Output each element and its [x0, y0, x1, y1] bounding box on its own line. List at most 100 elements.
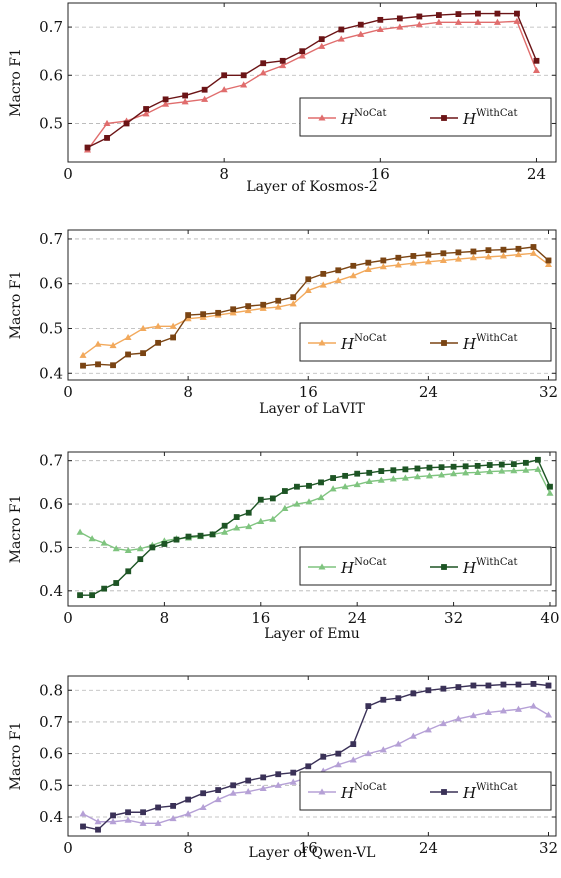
data-point: [293, 500, 301, 507]
data-point: [110, 812, 116, 819]
data-point: [350, 741, 357, 748]
data-point: [318, 42, 326, 49]
legend: HNoCat HWithCat: [299, 322, 552, 362]
x-axis-label: Layer of LaVIT: [259, 401, 365, 417]
series-withcat: [77, 456, 553, 599]
y-tick-label: 0.5: [39, 776, 63, 794]
data-point: [181, 98, 189, 105]
data-point: [318, 479, 324, 486]
data-point: [364, 265, 372, 272]
data-point: [170, 803, 177, 809]
chart-panel-4: 0.4 0.5 0.6 0.7 0.8 0 8 16 24 32 Layer of Qwen-VL M…: [8, 675, 558, 861]
data-point: [142, 110, 150, 117]
legend-superscript: NoCat: [354, 557, 386, 568]
data-point: [109, 341, 117, 349]
data-point: [319, 281, 327, 288]
data-point: [474, 468, 482, 475]
data-point: [245, 509, 252, 516]
data-point: [396, 15, 403, 22]
data-point: [320, 753, 327, 760]
data-point: [109, 818, 117, 825]
data-point: [185, 796, 192, 803]
x-tick-label: 0: [63, 609, 73, 627]
data-point: [462, 463, 469, 470]
legend-swatch-marker: [318, 339, 326, 346]
data-point: [402, 466, 409, 473]
data-point: [143, 106, 149, 112]
data-point: [201, 86, 208, 93]
data-point: [125, 351, 131, 358]
data-point: [485, 247, 492, 254]
legend-symbol: H: [340, 335, 355, 353]
data-point: [534, 465, 542, 472]
data-point: [113, 580, 120, 586]
data-point: [289, 778, 297, 785]
data-point: [154, 322, 162, 329]
data-point: [182, 92, 189, 99]
data-point: [214, 795, 222, 803]
data-point: [155, 804, 161, 811]
data-point: [535, 456, 541, 463]
data-point: [137, 556, 144, 563]
series-nocat: [76, 465, 554, 554]
data-point: [290, 294, 297, 301]
data-point: [123, 120, 130, 127]
x-tick-label: 16: [371, 165, 390, 183]
series-withcat: [80, 244, 552, 369]
data-point: [124, 816, 132, 823]
data-point: [515, 681, 522, 688]
data-point: [342, 472, 349, 479]
data-point: [410, 690, 417, 697]
data-point: [547, 483, 553, 490]
y-tick-label: 0.8: [39, 681, 63, 699]
data-point: [499, 707, 507, 714]
data-point: [299, 48, 306, 55]
data-point: [510, 461, 517, 468]
plot-frame: [67, 675, 557, 837]
data-point: [354, 470, 361, 477]
data-point: [350, 262, 357, 269]
data-point: [379, 263, 387, 270]
legend-entry-label: HWithCat: [462, 557, 518, 577]
data-point: [396, 23, 404, 30]
x-tick-label: 32: [444, 609, 463, 627]
data-point: [357, 30, 365, 37]
data-point: [294, 483, 300, 490]
data-point: [110, 362, 116, 369]
data-point: [469, 254, 477, 261]
data-point: [414, 465, 421, 472]
plot-frame: [67, 451, 557, 607]
data-point: [500, 246, 507, 253]
data-point: [80, 823, 86, 830]
data-point: [112, 545, 120, 552]
plot-frame: [67, 2, 557, 163]
data-point: [334, 276, 342, 284]
data-point: [185, 533, 192, 540]
x-tick-label: 24: [527, 165, 546, 183]
data-point: [357, 21, 364, 28]
data-point: [366, 469, 373, 476]
data-point: [545, 257, 552, 264]
data-point: [522, 466, 530, 473]
legend-swatch-marker: [318, 114, 326, 121]
legend-swatch-marker: [441, 789, 447, 795]
data-point: [275, 771, 282, 778]
y-tick-label: 0.6: [39, 66, 63, 84]
data-point: [426, 464, 433, 471]
data-point: [229, 309, 237, 316]
data-point: [514, 705, 522, 712]
data-point: [88, 535, 96, 542]
data-point: [485, 682, 492, 689]
x-axis-label: Layer of Emu: [264, 626, 360, 642]
series-nocat: [79, 249, 553, 358]
data-point: [544, 260, 553, 268]
data-point: [125, 568, 132, 575]
y-tick-label: 0.7: [39, 230, 63, 248]
data-point: [469, 711, 477, 719]
data-point: [161, 541, 168, 547]
data-point: [499, 252, 507, 259]
data-point: [170, 334, 177, 341]
data-point: [364, 750, 372, 757]
data-point: [257, 496, 264, 503]
data-point: [318, 36, 325, 43]
